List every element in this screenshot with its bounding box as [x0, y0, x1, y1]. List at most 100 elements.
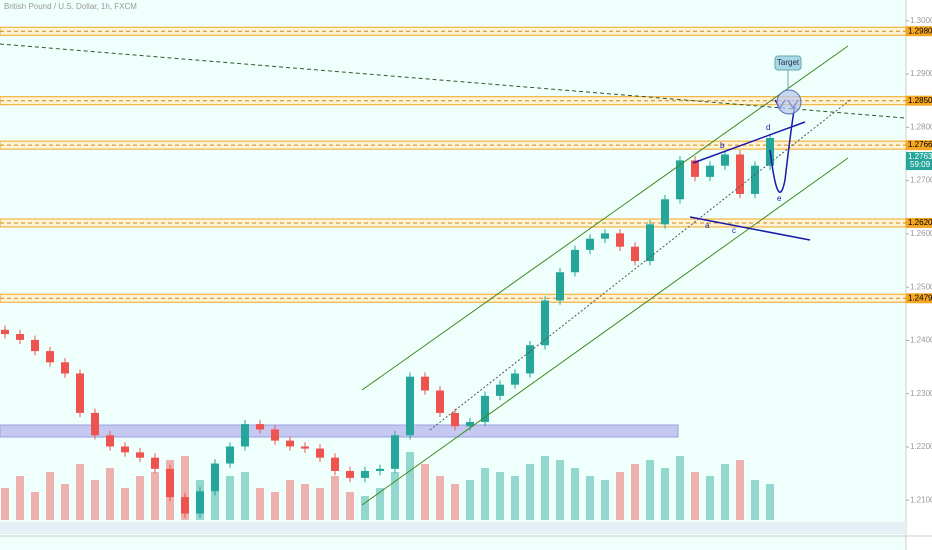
- volume-bar: [496, 472, 504, 520]
- y-tick-label: 1.24000: [910, 336, 932, 345]
- volume-bar: [631, 464, 639, 520]
- volume-bar: [436, 476, 444, 520]
- candle-body: [421, 376, 429, 391]
- candle-body: [466, 421, 474, 427]
- candle-body: [751, 165, 759, 194]
- volume-bar: [766, 484, 774, 520]
- channel-upper: [361, 45, 849, 391]
- volume-bar: [181, 456, 189, 520]
- candle-body: [316, 448, 324, 458]
- candle-body: [136, 452, 144, 458]
- candle-body: [31, 339, 39, 352]
- volume-bar: [721, 464, 729, 520]
- volume-bar: [226, 476, 234, 520]
- candle-body: [481, 395, 489, 422]
- candle-body: [16, 334, 24, 340]
- volume-bar: [736, 460, 744, 520]
- level-label-box: [906, 217, 932, 228]
- volume-bar: [61, 484, 69, 520]
- candle-body: [451, 412, 459, 427]
- candle-body: [691, 160, 699, 177]
- volume-bar: [271, 492, 279, 520]
- volume-bar: [571, 468, 579, 520]
- target-circle: [776, 89, 802, 115]
- candle-body: [556, 272, 564, 301]
- oscillator-pane: [0, 522, 906, 534]
- candle-body: [256, 424, 264, 430]
- candle-body: [631, 246, 639, 262]
- volume-bar: [466, 480, 474, 520]
- y-tick-label: 1.22000: [910, 442, 932, 451]
- volume-bar: [361, 496, 369, 520]
- volume-bar: [601, 480, 609, 520]
- volume-bar: [91, 480, 99, 520]
- volume-bar: [526, 464, 534, 520]
- trend-line: [0, 43, 906, 119]
- volume-bar: [751, 480, 759, 520]
- level-label: 1.24792: [908, 293, 932, 302]
- countdown: 59:09: [910, 160, 931, 169]
- candle-body: [721, 154, 729, 166]
- price-axis: [906, 0, 932, 550]
- candle-body: [76, 373, 84, 413]
- annotation: a: [705, 221, 710, 230]
- candle-body: [496, 384, 504, 396]
- level-label-box: [906, 95, 932, 106]
- y-tick-label: 1.29000: [910, 69, 932, 78]
- volume-bar: [1, 488, 9, 520]
- volume-bar: [376, 488, 384, 520]
- volume-bar: [451, 484, 459, 520]
- candle-body: [151, 457, 159, 469]
- volume-bar: [301, 484, 309, 520]
- annotation: e: [777, 194, 782, 203]
- candle-body: [706, 165, 714, 177]
- volume-bar: [346, 492, 354, 520]
- volume-bar: [541, 456, 549, 520]
- candle-body: [106, 435, 114, 447]
- candle-body: [436, 390, 444, 413]
- candle-body: [46, 351, 54, 363]
- candle-body: [181, 497, 189, 514]
- level-label: 1.29804: [908, 26, 932, 35]
- candle-body: [376, 468, 384, 471]
- candle-body: [1, 329, 9, 335]
- y-tick-label: 1.26000: [910, 229, 932, 238]
- y-tick-label: 1.28000: [910, 122, 932, 131]
- volume-bar: [151, 472, 159, 520]
- channel-mid: [429, 99, 851, 431]
- candle-body: [241, 424, 249, 447]
- candle-body: [661, 199, 669, 225]
- candle-body: [211, 463, 219, 492]
- candle-body: [586, 238, 594, 250]
- annotation: Target: [777, 58, 800, 67]
- volume-bar: [316, 488, 324, 520]
- volume-bar: [121, 488, 129, 520]
- candle-body: [166, 468, 174, 498]
- candle-body: [346, 470, 354, 478]
- candle-body: [541, 300, 549, 346]
- annotation: c: [732, 226, 736, 235]
- volume-bar: [241, 472, 249, 520]
- y-tick-label: 1.23000: [910, 389, 932, 398]
- annotation: d: [766, 123, 770, 132]
- volume-bar: [331, 476, 339, 520]
- candle-body: [301, 446, 309, 449]
- channel-lower: [361, 157, 849, 506]
- price-label: 1.27630: [908, 152, 932, 161]
- volume-bar: [211, 484, 219, 520]
- level-label-box: [906, 140, 932, 151]
- volume-bar: [481, 468, 489, 520]
- candle-body: [61, 362, 69, 374]
- candle-body: [121, 446, 129, 453]
- level-label-box: [906, 293, 932, 304]
- candle-body: [646, 224, 654, 262]
- candle-body: [91, 412, 99, 436]
- candle-body: [361, 470, 369, 478]
- volume-bar: [256, 488, 264, 520]
- demand-zone: [0, 424, 679, 438]
- volume-bar: [616, 472, 624, 520]
- candle-body: [571, 249, 579, 273]
- candle-body: [391, 435, 399, 469]
- level-label: 1.27666: [908, 140, 932, 149]
